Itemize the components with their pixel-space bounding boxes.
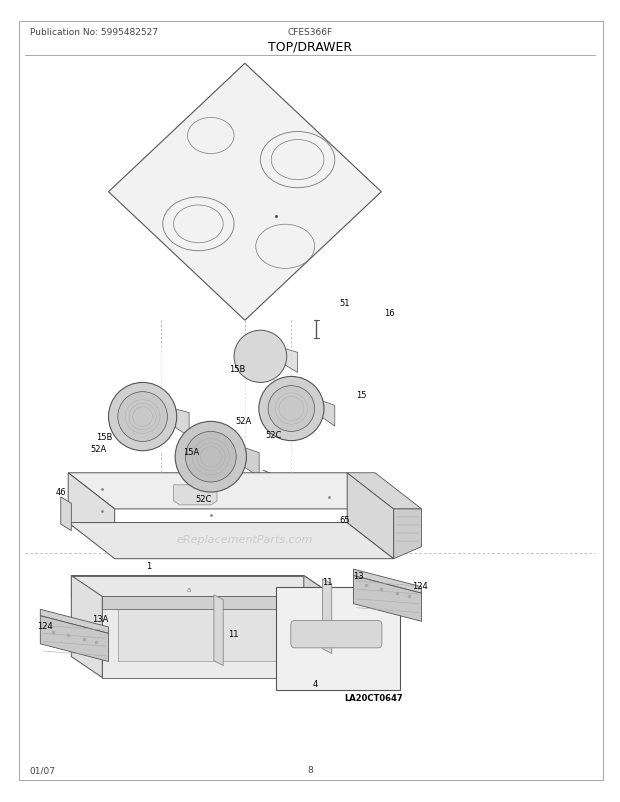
Polygon shape xyxy=(102,597,335,610)
Text: 1: 1 xyxy=(146,561,151,570)
Polygon shape xyxy=(243,448,259,477)
Polygon shape xyxy=(61,497,71,531)
Polygon shape xyxy=(118,603,310,662)
Text: 124: 124 xyxy=(412,581,428,590)
FancyBboxPatch shape xyxy=(291,621,382,648)
Polygon shape xyxy=(321,401,335,427)
Polygon shape xyxy=(68,473,394,509)
Polygon shape xyxy=(71,576,304,597)
Ellipse shape xyxy=(259,377,324,441)
Text: 46: 46 xyxy=(56,487,66,496)
Text: eReplacementParts.com: eReplacementParts.com xyxy=(177,534,313,544)
Text: 52A: 52A xyxy=(90,444,106,454)
Ellipse shape xyxy=(268,387,314,431)
Text: 8: 8 xyxy=(307,765,313,775)
Text: a: a xyxy=(187,586,191,593)
Polygon shape xyxy=(353,576,422,622)
Polygon shape xyxy=(40,610,108,634)
Polygon shape xyxy=(276,587,400,690)
Text: 11: 11 xyxy=(322,577,333,587)
Polygon shape xyxy=(68,523,394,559)
Polygon shape xyxy=(394,509,422,559)
Polygon shape xyxy=(174,485,217,505)
Text: 124: 124 xyxy=(37,621,53,630)
Polygon shape xyxy=(71,576,335,597)
Polygon shape xyxy=(68,473,115,557)
Ellipse shape xyxy=(234,330,286,383)
Text: TOP/DRAWER: TOP/DRAWER xyxy=(268,40,352,53)
Polygon shape xyxy=(214,595,223,666)
Text: 13: 13 xyxy=(353,571,364,581)
Polygon shape xyxy=(174,409,189,437)
Polygon shape xyxy=(347,473,394,559)
Ellipse shape xyxy=(108,383,177,451)
Polygon shape xyxy=(108,64,381,321)
Text: 52C: 52C xyxy=(265,430,281,439)
Text: 15B: 15B xyxy=(96,432,112,442)
Text: CFES366F: CFES366F xyxy=(288,27,332,37)
Text: 01/07: 01/07 xyxy=(30,765,56,775)
Polygon shape xyxy=(40,616,108,662)
Text: 65: 65 xyxy=(340,515,350,525)
Polygon shape xyxy=(347,473,422,509)
Text: 15B: 15B xyxy=(229,364,246,374)
Text: 16: 16 xyxy=(384,308,395,318)
Polygon shape xyxy=(353,569,422,593)
Polygon shape xyxy=(284,349,298,373)
Text: LA20CT0647: LA20CT0647 xyxy=(344,693,403,703)
Text: 15: 15 xyxy=(356,390,367,399)
Ellipse shape xyxy=(118,392,167,442)
Text: 4: 4 xyxy=(313,679,318,689)
Text: 11: 11 xyxy=(228,629,239,638)
Ellipse shape xyxy=(185,431,236,482)
Text: 52C: 52C xyxy=(195,494,211,504)
Text: 52A: 52A xyxy=(236,416,252,426)
Polygon shape xyxy=(304,576,335,678)
Polygon shape xyxy=(102,597,335,678)
Text: 15A: 15A xyxy=(183,447,199,456)
Text: 51: 51 xyxy=(340,298,350,308)
Text: Publication No: 5995482527: Publication No: 5995482527 xyxy=(30,27,157,37)
Text: 13A: 13A xyxy=(92,614,108,624)
Ellipse shape xyxy=(175,422,247,492)
Polygon shape xyxy=(71,576,102,678)
Polygon shape xyxy=(322,579,332,654)
